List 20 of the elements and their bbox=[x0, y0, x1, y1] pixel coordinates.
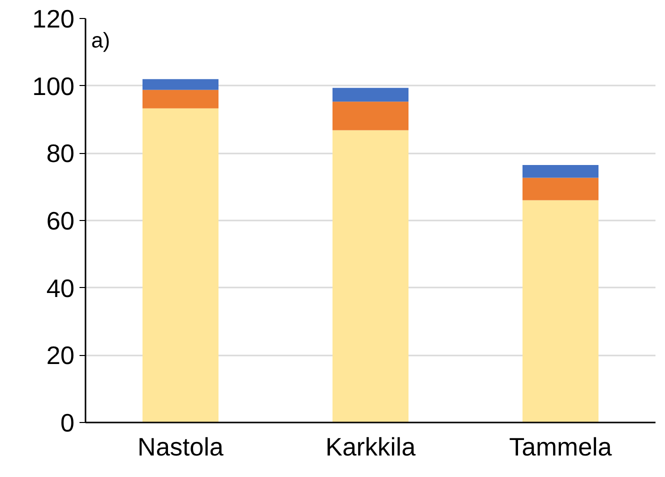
y-tick-label: 120 bbox=[32, 6, 75, 34]
y-tick-label: 60 bbox=[46, 208, 75, 236]
bar bbox=[142, 108, 218, 422]
y-tick-label: 80 bbox=[46, 140, 75, 168]
bar bbox=[332, 130, 408, 422]
y-tick-label: 40 bbox=[46, 274, 75, 303]
x-tick-label: Karkkila bbox=[325, 434, 416, 462]
bar bbox=[332, 88, 408, 102]
bar bbox=[332, 102, 408, 130]
y-tick-label: 0 bbox=[60, 410, 75, 438]
bar bbox=[142, 90, 218, 108]
bar bbox=[522, 164, 598, 178]
x-tick-label: Nastola bbox=[138, 434, 224, 462]
x-tick-label: Tammela bbox=[509, 434, 613, 462]
bar bbox=[522, 200, 598, 422]
y-tick-label: 20 bbox=[46, 342, 75, 370]
bar bbox=[522, 178, 598, 200]
annotation: a) bbox=[91, 28, 110, 52]
bar bbox=[142, 79, 218, 90]
y-tick-label: 100 bbox=[32, 72, 75, 101]
